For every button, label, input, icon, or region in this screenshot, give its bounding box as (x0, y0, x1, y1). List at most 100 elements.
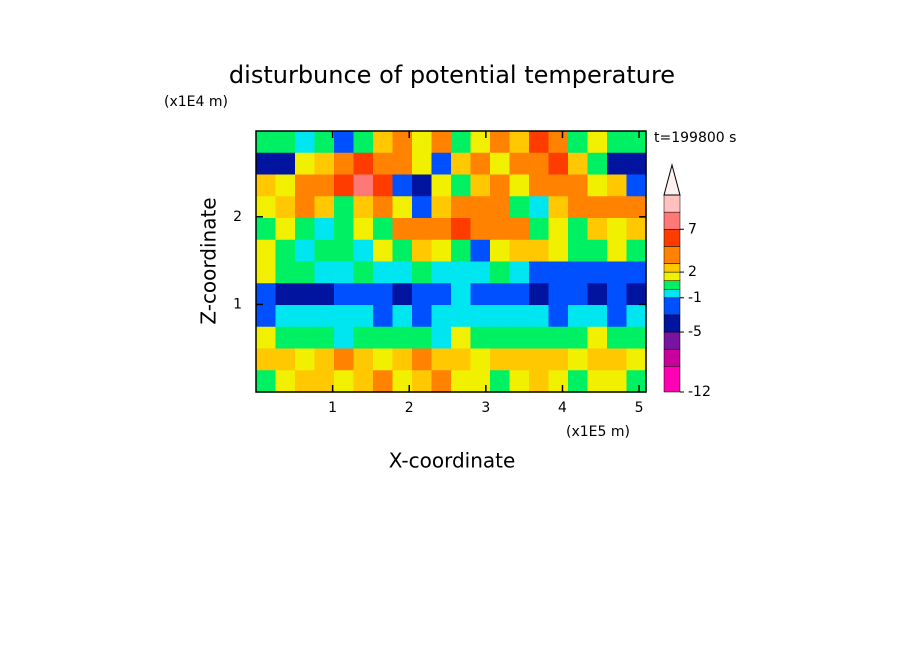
field-cell (295, 239, 316, 263)
field-cell (314, 239, 335, 263)
field-cell (295, 261, 316, 284)
field-cell (548, 174, 569, 197)
field-cell (373, 174, 394, 197)
colorbar-segment (663, 288, 681, 299)
field-cell (509, 326, 530, 350)
colorbar-tick-label: -5 (688, 324, 702, 340)
field-cell (548, 326, 569, 350)
field-cell (626, 305, 647, 328)
field-cell (626, 152, 647, 176)
field-cell (451, 218, 472, 241)
field-cell (587, 348, 608, 371)
field-cell (353, 131, 374, 154)
field-cell (275, 348, 296, 371)
y-tick-label: 1 (233, 296, 242, 312)
field-cell (275, 370, 296, 393)
field-cell (392, 261, 413, 284)
field-cell (334, 305, 355, 328)
field-cell (392, 152, 413, 176)
field-cell (373, 326, 394, 350)
field-cell (275, 131, 296, 154)
field-cell (587, 218, 608, 241)
field-cell (392, 283, 413, 306)
field-cell (314, 174, 335, 197)
field-cell (548, 283, 569, 306)
field-cell (334, 283, 355, 306)
field-cell (314, 348, 335, 371)
colorbar-segment (663, 280, 681, 290)
field-cell (256, 348, 277, 371)
field-cell (490, 261, 511, 284)
field-cell (607, 326, 628, 350)
field-cell (373, 152, 394, 176)
field-cell (587, 174, 608, 197)
field-cell (334, 261, 355, 284)
colorbar-segment (663, 211, 681, 230)
field-cell (548, 152, 569, 176)
chart-title: disturbunce of potential temperature (229, 61, 675, 89)
field-cell (353, 305, 374, 328)
field-cell (490, 283, 511, 306)
field-cell (373, 305, 394, 328)
field-cell (275, 218, 296, 241)
field-cell (529, 348, 550, 371)
field-cell (626, 348, 647, 371)
field-cell (353, 348, 374, 371)
field-cell (431, 218, 452, 241)
field-cell (568, 131, 589, 154)
field-cell (412, 196, 433, 219)
field-cell (607, 174, 628, 197)
field-cell (607, 239, 628, 263)
field-cell (295, 131, 316, 154)
field-cell (431, 370, 452, 393)
field-cell (295, 283, 316, 306)
field-cell (334, 218, 355, 241)
field-cell (353, 174, 374, 197)
field-cell (295, 174, 316, 197)
field-cell (626, 283, 647, 306)
field-cell (353, 283, 374, 306)
field-cell (256, 218, 277, 241)
field-cell (607, 131, 628, 154)
field-cell (412, 239, 433, 263)
field-cell (626, 196, 647, 219)
field-cell (412, 326, 433, 350)
field-cell (295, 218, 316, 241)
y-tick-label: 2 (233, 209, 242, 225)
field-cell (607, 305, 628, 328)
field-cell (256, 152, 277, 176)
field-cell (275, 174, 296, 197)
field-cell (607, 152, 628, 176)
field-cell (451, 283, 472, 306)
field-cell (392, 370, 413, 393)
field-cell (568, 261, 589, 284)
field-cell (587, 239, 608, 263)
field-cell (470, 305, 491, 328)
field-cell (490, 196, 511, 219)
field-cell (607, 196, 628, 219)
field-cell (412, 305, 433, 328)
field-cell (626, 218, 647, 241)
field-cell (568, 152, 589, 176)
field-cell (295, 370, 316, 393)
field-cell (509, 174, 530, 197)
field-cell (509, 261, 530, 284)
field-cell (490, 131, 511, 154)
field-cell (470, 152, 491, 176)
field-cell (392, 348, 413, 371)
field-cell (314, 196, 335, 219)
field-cell (334, 348, 355, 371)
field-cell (256, 196, 277, 219)
field-cell (353, 239, 374, 263)
field-cell (353, 152, 374, 176)
field-cell (626, 261, 647, 284)
field-cell (568, 326, 589, 350)
field-cell (314, 305, 335, 328)
field-cell (490, 218, 511, 241)
field-cell (626, 326, 647, 350)
field-cell (529, 152, 550, 176)
field-cell (256, 370, 277, 393)
field-cell (295, 196, 316, 219)
field-cell (256, 326, 277, 350)
x-axis-label: X-coordinate (389, 449, 516, 473)
